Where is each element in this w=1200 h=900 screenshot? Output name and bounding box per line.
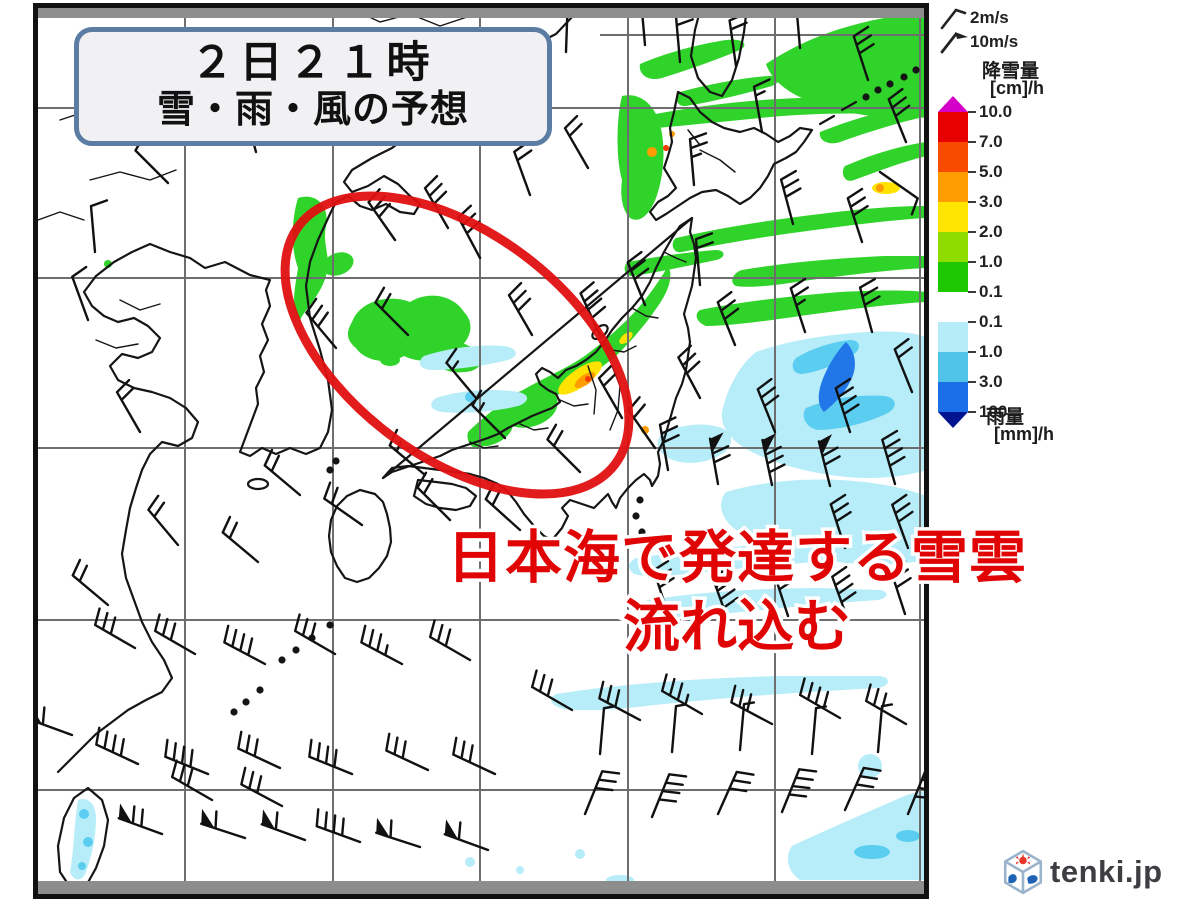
legend-top-cap: [938, 96, 968, 112]
legend-labels: 10.0 7.0 5.0 3.0 2.0 1.0 0.1 0.1 1.0 3.0 100: [968, 96, 1048, 428]
wind-barbs-layer: [36, 6, 926, 852]
wind-barb-10ms-icon: [940, 32, 968, 54]
forecast-type-label: 雪・雨・風の予想: [156, 89, 469, 132]
map-bottom-bar: [38, 881, 924, 894]
tenki-jp-logo[interactable]: tenki.jp: [1002, 849, 1163, 895]
annotation-line1: 日本海で発達する雪雲: [444, 522, 1030, 593]
legend-bottom-cap: [938, 412, 968, 428]
logo-right-face-shape: [1027, 875, 1038, 884]
rainfall-legend-title: 雨量: [986, 407, 1025, 428]
wind-ref-10ms-label: 10m/s: [970, 32, 1019, 51]
tenki-jp-cube-icon: [1003, 849, 1043, 895]
snowfall-legend-title: 降雪量: [982, 61, 1040, 82]
legend-colorbar-cells: [938, 112, 968, 412]
highlight-ellipse: [280, 191, 634, 499]
legend-colorbar: 10.0 7.0 5.0 3.0 2.0 1.0 0.1 0.1 1.0 3.0 100: [938, 96, 1048, 428]
logo-left-face-shape: [1008, 874, 1017, 884]
legend: 2m/s 10m/s 降雪量 [cm]/h 10.0 7.0 5.0 3.0 2.0 1.…: [936, 4, 1198, 464]
rainfall-legend-unit: [mm]/h: [994, 424, 1054, 444]
map-frame: [33, 3, 929, 899]
tenki-jp-logo-text: tenki.jp: [1050, 854, 1163, 889]
annotation-line2: 流れ込む: [620, 592, 855, 663]
wind-barb-2ms-icon: [940, 8, 967, 30]
annotation-caption: 日本海で発達する雪雲 流れ込む: [380, 522, 1094, 664]
wind-ref-2ms: 2m/s: [938, 6, 1018, 30]
wind-ref-2ms-label: 2m/s: [970, 8, 1009, 27]
logo-sun: [1015, 853, 1031, 865]
legend-wind-reference: 2m/s 10m/s: [938, 6, 1018, 54]
snowfall-legend-unit: [cm]/h: [990, 78, 1044, 98]
wind-ref-10ms: 10m/s: [938, 30, 1018, 54]
title-box: ２日２１時 雪・雨・風の予想: [74, 27, 552, 146]
forecast-time-label: ２日２１時: [190, 38, 436, 87]
map-top-bar: [38, 8, 924, 18]
